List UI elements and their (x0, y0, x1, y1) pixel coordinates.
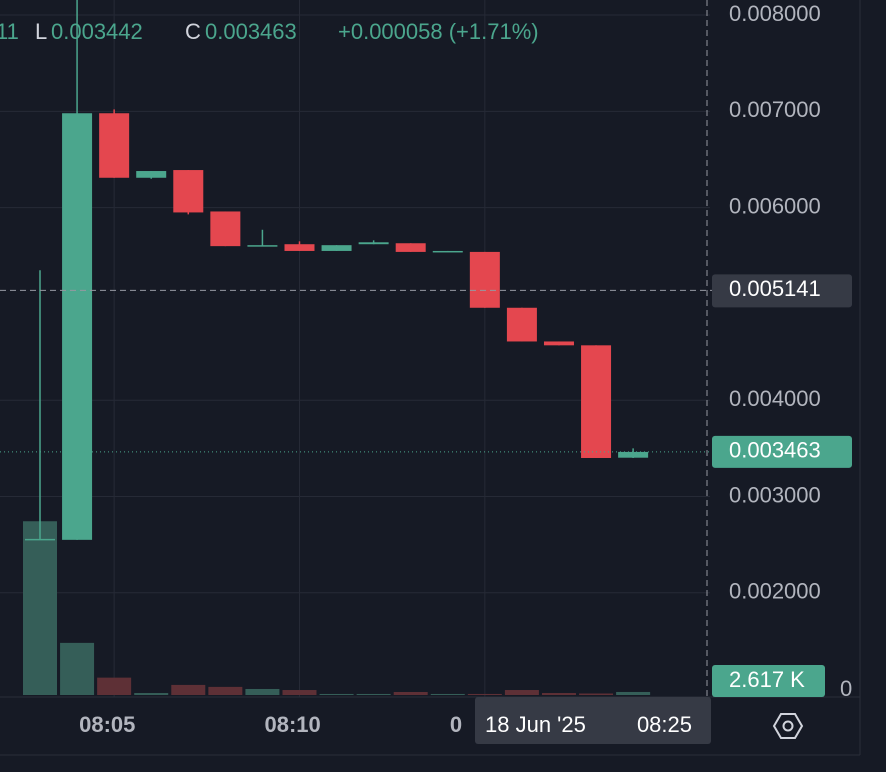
y-tick-label: 0.003000 (729, 482, 821, 507)
volume-bar (282, 690, 317, 695)
volume-bar (504, 690, 539, 695)
candle-body (395, 243, 426, 252)
plot-area (23, 0, 651, 695)
x-tick-label: 0 (450, 712, 462, 737)
volume-label-box (712, 665, 825, 697)
y-tick-label: 0.002000 (729, 579, 821, 604)
crosshair-time: 08:25 (637, 712, 692, 737)
overlay: 0.008000 0.007000 0.006000 0.004000 0.003000… (0, 0, 852, 744)
settings-button[interactable] (772, 713, 804, 739)
crosshair-date: 18 Jun '25 (485, 712, 586, 737)
candle-body (506, 307, 537, 342)
volume-bar (393, 691, 428, 695)
last-price-box (712, 435, 852, 468)
volume-bar (208, 686, 243, 695)
y-tick-label: 0.004000 (729, 386, 821, 411)
candle-body (210, 211, 241, 247)
volume-bar (134, 693, 169, 695)
y-tick-label: 0.006000 (729, 193, 821, 218)
legend: 11 L 0.003442 C 0.003463 +0.000058 (+1.7… (0, 19, 539, 44)
candle-body (247, 245, 278, 247)
candle-body (432, 250, 463, 253)
last-price-label: 0.003463 (729, 438, 821, 463)
candle-body (321, 245, 352, 251)
legend-label: C (185, 19, 201, 44)
crosshair-price-label: 0.005141 (729, 276, 821, 301)
settings-icon-center[interactable] (782, 720, 794, 732)
candle-body (25, 538, 55, 541)
crosshair-time-box (475, 697, 711, 744)
volume-bar (245, 688, 280, 695)
y-tick-label: 0.007000 (729, 97, 821, 122)
candle-body (358, 242, 389, 245)
volume-bar (171, 684, 206, 695)
volume-bar (616, 691, 651, 695)
candle-body (62, 113, 93, 540)
legend-value: 0.003463 (205, 19, 297, 44)
volume-bar (356, 693, 391, 695)
settings-icon[interactable] (772, 713, 804, 739)
legend-label: L (35, 19, 47, 44)
volume-bar (430, 693, 465, 695)
candle-body (173, 170, 204, 213)
legend-change: +0.000058 (+1.71%) (338, 19, 539, 44)
x-tick-label: 08:05 (79, 712, 135, 737)
volume-bar (319, 693, 354, 695)
candle-body (284, 244, 315, 251)
volume-bar (541, 693, 576, 695)
x-tick-label: 08:10 (264, 712, 320, 737)
candle-body (581, 345, 612, 458)
candle-body (136, 171, 167, 178)
volume-bar (97, 677, 132, 695)
volume-bar (23, 521, 57, 695)
grid (0, 0, 710, 697)
volume-bar (467, 693, 502, 695)
volume-bar (60, 642, 95, 695)
volume-label: 2.617 K (729, 667, 805, 692)
y-tick-label: 0.008000 (729, 1, 821, 26)
legend-fragment: 11 (0, 19, 19, 44)
volume-tick-label: 0 (840, 676, 852, 701)
candle-body (618, 451, 649, 458)
volume-bar (579, 693, 614, 695)
candle-body (99, 113, 130, 178)
legend-value: 0.003442 (51, 19, 143, 44)
crosshair-price-box (712, 274, 852, 308)
candle-body (543, 341, 574, 346)
candle-body (469, 251, 500, 308)
